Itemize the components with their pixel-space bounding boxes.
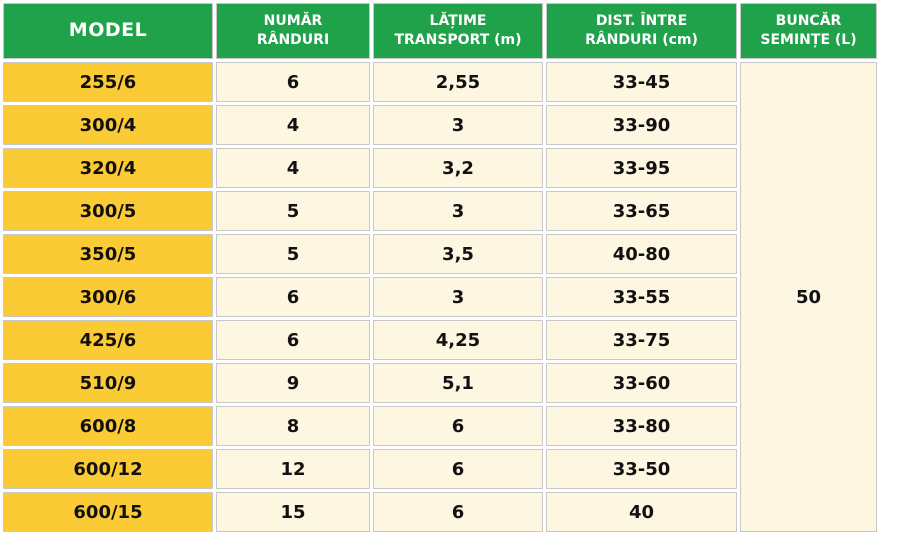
row-spacing-cell: 33-95 bbox=[546, 148, 737, 188]
row-spacing-cell: 33-60 bbox=[546, 363, 737, 403]
row-spacing-cell: 33-80 bbox=[546, 406, 737, 446]
table-row: 300/4 4 3 33-90 bbox=[3, 105, 877, 145]
header-rows-count-line1: NUMĂR bbox=[263, 13, 323, 30]
row-spacing-cell: 33-55 bbox=[546, 277, 737, 317]
table-row: 600/8 8 6 33-80 bbox=[3, 406, 877, 446]
model-cell: 300/4 bbox=[3, 105, 213, 145]
rows-count-cell: 15 bbox=[216, 492, 370, 532]
model-cell: 255/6 bbox=[3, 62, 213, 102]
model-cell: 510/9 bbox=[3, 363, 213, 403]
model-cell: 350/5 bbox=[3, 234, 213, 274]
header-seed-hopper-line2: SEMINȚE (L) bbox=[760, 32, 857, 48]
transport-width-cell: 2,55 bbox=[373, 62, 543, 102]
spec-table: MODEL NUMĂR RÂNDURI LĂȚIME TRANSPORT (m)… bbox=[3, 3, 877, 532]
header-row: MODEL NUMĂR RÂNDURI LĂȚIME TRANSPORT (m)… bbox=[3, 3, 877, 59]
transport-width-cell: 6 bbox=[373, 449, 543, 489]
transport-width-cell: 3,2 bbox=[373, 148, 543, 188]
table-row: 300/5 5 3 33-65 bbox=[3, 191, 877, 231]
rows-count-cell: 5 bbox=[216, 191, 370, 231]
model-cell: 300/6 bbox=[3, 277, 213, 317]
transport-width-cell: 4,25 bbox=[373, 320, 543, 360]
table-row: 425/6 6 4,25 33-75 bbox=[3, 320, 877, 360]
row-spacing-cell: 40-80 bbox=[546, 234, 737, 274]
rows-count-cell: 4 bbox=[216, 148, 370, 188]
header-transport-width-line1: LĂȚIME bbox=[429, 13, 487, 30]
table-row: 600/12 12 6 33-50 bbox=[3, 449, 877, 489]
transport-width-cell: 5,1 bbox=[373, 363, 543, 403]
row-spacing-cell: 40 bbox=[546, 492, 737, 532]
header-row-spacing-line1: DIST. ÎNTRE bbox=[595, 13, 688, 30]
rows-count-cell: 12 bbox=[216, 449, 370, 489]
header-rows-count-line2: RÂNDURI bbox=[256, 32, 330, 48]
table-row: 350/5 5 3,5 40-80 bbox=[3, 234, 877, 274]
model-cell: 600/12 bbox=[3, 449, 213, 489]
rows-count-cell: 6 bbox=[216, 320, 370, 360]
header-row-spacing-line2: RÂNDURI (cm) bbox=[585, 32, 698, 48]
transport-width-cell: 3 bbox=[373, 277, 543, 317]
header-model: MODEL bbox=[3, 3, 213, 59]
rows-count-cell: 6 bbox=[216, 277, 370, 317]
model-cell: 320/4 bbox=[3, 148, 213, 188]
transport-width-cell: 6 bbox=[373, 406, 543, 446]
header-transport-width: LĂȚIME TRANSPORT (m) bbox=[373, 3, 543, 59]
rows-count-cell: 5 bbox=[216, 234, 370, 274]
table-row: 600/15 15 6 40 bbox=[3, 492, 877, 532]
row-spacing-cell: 33-45 bbox=[546, 62, 737, 102]
table-row: 510/9 9 5,1 33-60 bbox=[3, 363, 877, 403]
header-rows-count: NUMĂR RÂNDURI bbox=[216, 3, 370, 59]
rows-count-cell: 9 bbox=[216, 363, 370, 403]
header-seed-hopper-line1: BUNCĂR bbox=[775, 13, 842, 30]
rows-count-cell: 4 bbox=[216, 105, 370, 145]
model-cell: 600/15 bbox=[3, 492, 213, 532]
model-cell: 425/6 bbox=[3, 320, 213, 360]
transport-width-cell: 3 bbox=[373, 105, 543, 145]
header-row-spacing: DIST. ÎNTRE RÂNDURI (cm) bbox=[546, 3, 737, 59]
header-model-label: MODEL bbox=[68, 19, 148, 42]
row-spacing-cell: 33-65 bbox=[546, 191, 737, 231]
row-spacing-cell: 33-90 bbox=[546, 105, 737, 145]
row-spacing-cell: 33-50 bbox=[546, 449, 737, 489]
rows-count-cell: 6 bbox=[216, 62, 370, 102]
model-cell: 300/5 bbox=[3, 191, 213, 231]
model-cell: 600/8 bbox=[3, 406, 213, 446]
transport-width-cell: 3,5 bbox=[373, 234, 543, 274]
row-spacing-cell: 33-75 bbox=[546, 320, 737, 360]
seed-hopper-cell: 50 bbox=[740, 62, 877, 532]
header-transport-width-line2: TRANSPORT (m) bbox=[394, 32, 522, 48]
rows-count-cell: 8 bbox=[216, 406, 370, 446]
transport-width-cell: 3 bbox=[373, 191, 543, 231]
table-row: 320/4 4 3,2 33-95 bbox=[3, 148, 877, 188]
header-seed-hopper: BUNCĂR SEMINȚE (L) bbox=[740, 3, 877, 59]
table-row: 300/6 6 3 33-55 bbox=[3, 277, 877, 317]
table-row: 255/6 6 2,55 33-45 50 bbox=[3, 62, 877, 532]
transport-width-cell: 6 bbox=[373, 492, 543, 532]
